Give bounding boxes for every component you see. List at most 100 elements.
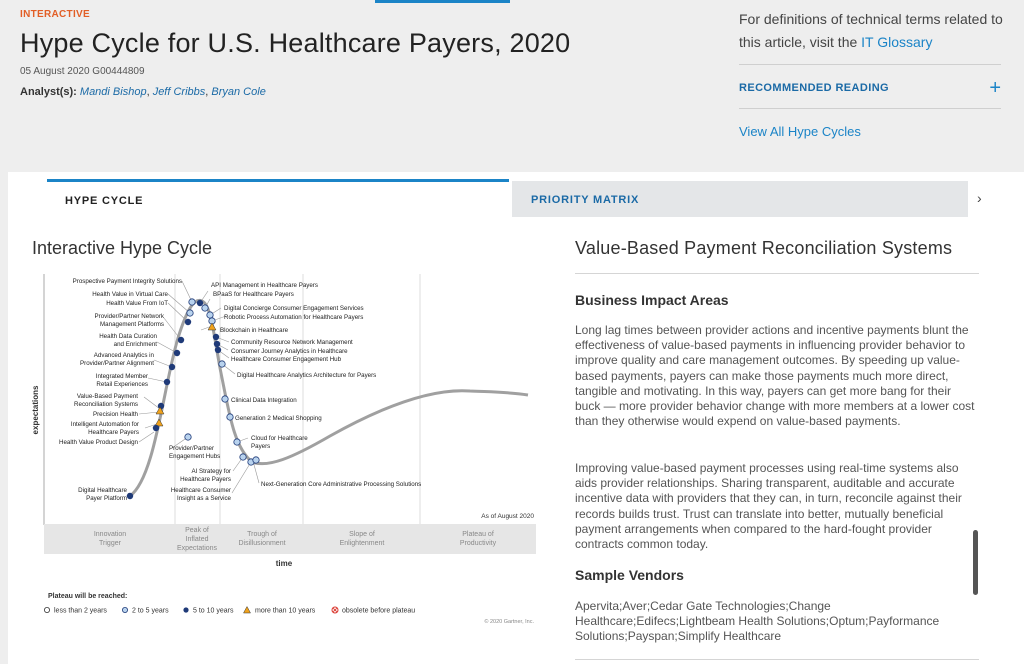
marker-next-gen-core[interactable]: [252, 456, 260, 464]
label-bpaas: BPaaS for Healthcare Payers: [213, 291, 294, 298]
phase-trough: Trough of Disillusionment: [238, 531, 285, 547]
marker-medical-shopping[interactable]: [226, 413, 234, 421]
divider: [739, 64, 1001, 65]
it-glossary-link[interactable]: IT Glossary: [861, 34, 933, 50]
marker-digital-concierge[interactable]: [206, 311, 214, 319]
marker-advanced-analytics[interactable]: [168, 363, 176, 371]
label-health-value-iot: Health Value From IoT: [106, 300, 168, 307]
marker-bpaas[interactable]: [201, 304, 209, 312]
phase-peak: Peak of Inflated Expectations: [177, 527, 218, 552]
label-ai-strategy: AI Strategy for Healthcare Payers: [180, 468, 231, 483]
label-community-resource: Community Resource Network Management: [231, 339, 353, 346]
top-accent-bar: [375, 0, 510, 3]
recommended-reading-label: RECOMMENDED READING: [739, 82, 889, 94]
label-blockchain: Blockchain in Healthcare: [220, 327, 289, 334]
analyst-link-2[interactable]: Jeff Cribbs: [152, 86, 206, 98]
label-value-based-payment: Value-Based Payment Reconciliation System…: [74, 393, 138, 408]
document-meta: 05 August 2020 G00444809: [20, 66, 145, 77]
legend-title: Plateau will be reached:: [48, 593, 127, 600]
legend-orange-triangle: [243, 605, 251, 614]
marker-partner-engagement[interactable]: [184, 433, 192, 441]
label-health-value-virtual-care: Health Value in Virtual Care: [92, 291, 168, 298]
marker-network-mgmt[interactable]: [177, 336, 185, 344]
legend-red-x: [332, 607, 338, 613]
label-consumer-engagement-hub: Healthcare Consumer Engagement Hub: [231, 356, 342, 363]
marker-digital-payer-platform[interactable]: [126, 492, 134, 500]
marker-blockchain[interactable]: [207, 322, 217, 331]
label-next-gen-core-admin: Next-Generation Core Administrative Proc…: [261, 481, 421, 488]
phase-labels: Innovation Trigger Peak of Inflated Expecta…: [94, 527, 497, 552]
label-digital-healthcare-payer-platform: Digital Healthcare Payer Platform: [78, 487, 127, 502]
marker-analytics-architecture[interactable]: [218, 360, 226, 368]
label-integrated-member: Integrated Member Retail Experiences: [96, 373, 148, 388]
content-card: [8, 172, 1024, 664]
legend-label-more-10: more than 10 years: [255, 608, 316, 615]
phase-plateau: Plateau of Productivity: [460, 531, 497, 547]
left-labels: Prospective Payment Integrity Solutions …: [59, 278, 182, 502]
marker-iot[interactable]: [184, 318, 192, 326]
chevron-right-icon[interactable]: ›: [977, 190, 982, 206]
y-axis-label: expectations: [31, 385, 40, 434]
tab-hype-cycle[interactable]: HYPE CYCLE: [47, 179, 509, 217]
label-health-data-curation: Health Data Curation and Enrichment: [99, 333, 157, 348]
marker-integrated-member[interactable]: [163, 378, 171, 386]
marker-product-design[interactable]: [152, 424, 160, 432]
label-advanced-analytics: Advanced Analytics in Provider/Partner Al…: [80, 352, 155, 367]
marker-data-curation[interactable]: [173, 349, 181, 357]
plus-icon[interactable]: +: [989, 77, 1001, 99]
legend-dark-blue-circle: [183, 607, 189, 613]
marker-value-based-payment[interactable]: [157, 402, 165, 410]
label-digital-healthcare-analytics: Digital Healthcare Analytics Architectur…: [237, 372, 376, 379]
phase-strip: [44, 524, 536, 554]
tab-hype-cycle-label: HYPE CYCLE: [65, 195, 144, 207]
tab-priority-matrix-label: PRIORITY MATRIX: [531, 194, 640, 206]
marker-community-resource[interactable]: [212, 333, 220, 341]
analysts-label: Analyst(s):: [20, 86, 77, 98]
marker-prospective-payment[interactable]: [188, 298, 196, 306]
technology-markers[interactable]: [126, 298, 260, 500]
interactive-kicker: INTERACTIVE: [20, 9, 90, 20]
marker-virtual-care[interactable]: [186, 309, 194, 317]
marker-ai-strategy[interactable]: [239, 453, 247, 461]
as-of-date: As of August 2020: [481, 513, 534, 520]
sample-vendors-heading: Sample Vendors: [575, 567, 684, 583]
copyright: © 2020 Gartner, Inc.: [484, 618, 534, 625]
page-title: Hype Cycle for U.S. Healthcare Payers, 2…: [20, 28, 571, 58]
legend-label-obsolete: obsolete before plateau: [342, 608, 415, 615]
legend-label-2-5: 2 to 5 years: [132, 608, 169, 615]
label-digital-concierge: Digital Concierge Consumer Engagement Se…: [224, 305, 364, 312]
analyst-link-3[interactable]: Bryan Cole: [211, 86, 266, 98]
divider: [575, 273, 979, 274]
glossary-text: For definitions of technical terms relat…: [739, 11, 1003, 50]
tab-priority-matrix[interactable]: PRIORITY MATRIX: [512, 181, 968, 217]
divider: [575, 659, 979, 660]
legend-label-5-10: 5 to 10 years: [193, 608, 234, 615]
hype-cycle-chart: expectations Innovation Trigger Peak of In…: [30, 268, 540, 628]
view-all-hype-cycles-link[interactable]: View All Hype Cycles: [739, 124, 861, 139]
glossary-note: For definitions of technical terms relat…: [739, 8, 1009, 54]
hype-curve: [129, 298, 529, 498]
analyst-link-1[interactable]: Mandi Bishop: [79, 86, 147, 98]
business-impact-para-2: Improving value-based payment processes …: [575, 461, 962, 552]
marker-api-management[interactable]: [196, 299, 204, 307]
business-impact-para-1: Long lag times between provider actions …: [575, 323, 975, 429]
interactive-hype-cycle-title: Interactive Hype Cycle: [32, 238, 213, 258]
marker-precision-health[interactable]: [155, 406, 165, 415]
recommended-reading-toggle[interactable]: RECOMMENDED READING +: [739, 77, 1001, 99]
sample-vendors-list: Apervita;Aver;Cedar Gate Technologies;Ch…: [575, 599, 940, 644]
label-api-management: API Management in Healthcare Payers: [211, 282, 318, 289]
label-prospective-payment: Prospective Payment Integrity Solutions: [73, 278, 182, 285]
marker-engagement-hub[interactable]: [214, 346, 222, 354]
marker-intelligent-automation[interactable]: [154, 418, 164, 427]
label-intelligent-automation: Intelligent Automation for Healthcare Pay…: [71, 421, 139, 436]
marker-clinical-data[interactable]: [221, 395, 229, 403]
marker-cloud[interactable]: [233, 438, 241, 446]
label-precision-health: Precision Health: [93, 411, 139, 418]
label-robotic-process-automation: Robotic Process Automation for Healthcar…: [224, 314, 363, 321]
marker-consumer-journey[interactable]: [213, 340, 221, 348]
right-labels: API Management in Healthcare Payers BPaa…: [169, 282, 421, 502]
divider: [739, 108, 1001, 109]
business-impact-heading: Business Impact Areas: [575, 292, 729, 308]
scrollbar-thumb[interactable]: [973, 530, 978, 595]
phase-slope: Slope of Enlightenment: [340, 531, 385, 547]
